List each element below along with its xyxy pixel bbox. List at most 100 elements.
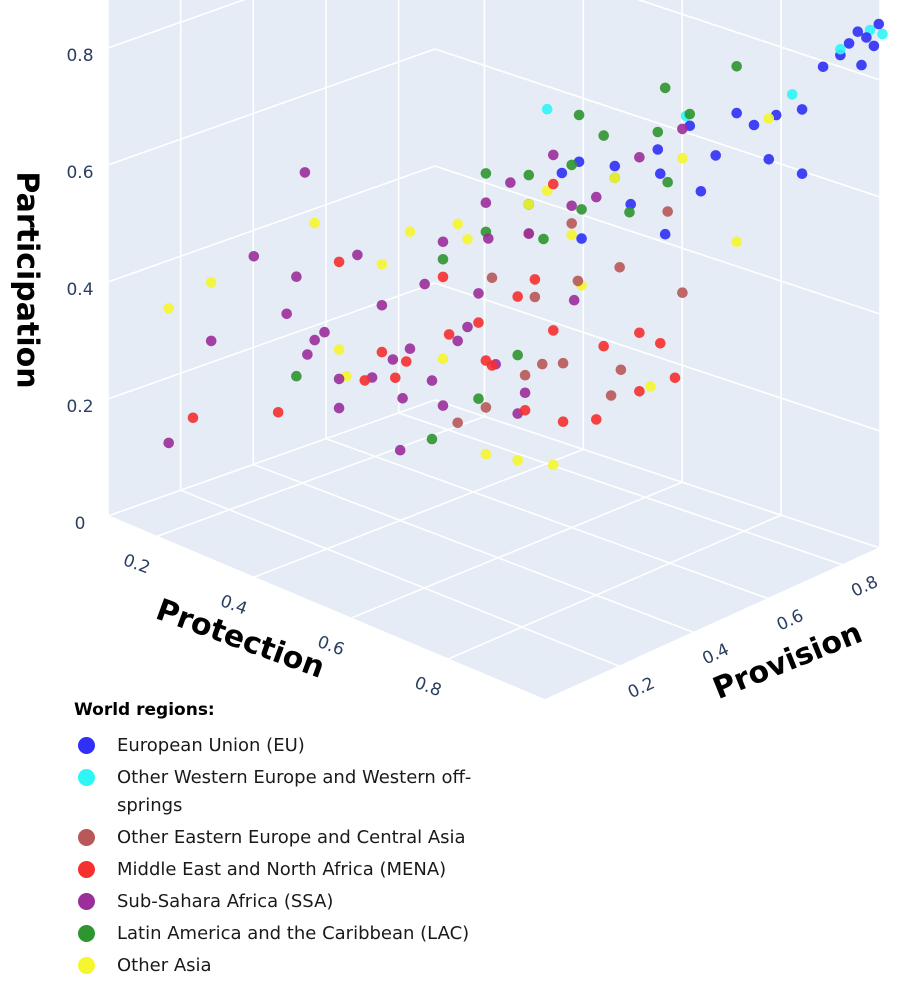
- legend: World regions: European Union (EU) Other …: [72, 700, 552, 984]
- point-series-4: [205, 335, 217, 347]
- point-series-3: [473, 317, 484, 328]
- point-series-4: [248, 250, 260, 262]
- point-series-0: [652, 144, 664, 155]
- tick-participation: 0.8: [66, 46, 93, 66]
- gridline-provision: [398, 412, 844, 566]
- point-series-5: [576, 204, 587, 215]
- point-series-3: [669, 372, 681, 384]
- point-series-0: [655, 168, 666, 179]
- point-series-6: [763, 113, 775, 124]
- gridline-protection: [447, 514, 782, 660]
- legend-item[interactable]: Other Eastern Europe and Central Asia: [72, 824, 552, 852]
- point-series-4: [163, 437, 174, 449]
- legend-title: World regions:: [74, 700, 215, 720]
- point-series-5: [566, 159, 577, 171]
- point-series-3: [548, 178, 559, 190]
- tick-provision: 0.4: [699, 640, 732, 670]
- point-series-5: [659, 82, 671, 94]
- point-series-4: [437, 400, 449, 411]
- gridline-protection: [544, 547, 881, 700]
- legend-label: Latin America and the Caribbean (LAC): [117, 923, 470, 944]
- point-series-6: [205, 277, 217, 288]
- legend-item[interactable]: Sub-Sahara Africa (SSA): [72, 888, 552, 916]
- axis-panes: [108, 0, 880, 700]
- point-series-6: [548, 459, 559, 471]
- point-series-0: [817, 61, 829, 73]
- point-series-4: [397, 393, 408, 404]
- tick-protection: 0.8: [412, 673, 444, 700]
- point-series-4: [333, 373, 345, 385]
- point-series-4: [352, 249, 363, 261]
- legend-item[interactable]: Other Western Europe and Western off-spr…: [72, 764, 552, 820]
- point-series-2: [572, 275, 584, 287]
- point-series-0: [710, 150, 721, 161]
- point-series-4: [281, 308, 293, 320]
- point-series-4: [677, 123, 688, 135]
- point-series-4: [566, 200, 577, 212]
- point-series-2: [615, 364, 627, 376]
- tick-participation: 0.2: [66, 397, 93, 417]
- point-series-4: [462, 321, 473, 333]
- point-series-2: [614, 262, 625, 273]
- point-series-0: [609, 160, 621, 172]
- point-series-4: [394, 444, 406, 456]
- point-series-3: [376, 346, 388, 358]
- point-series-0: [856, 59, 867, 71]
- point-series-3: [529, 274, 541, 285]
- axis-title-participation: Participation: [10, 171, 45, 388]
- point-series-5: [512, 349, 523, 361]
- point-series-3: [634, 327, 645, 339]
- point-series-3: [437, 271, 449, 283]
- point-series-4: [299, 167, 311, 178]
- legend-item[interactable]: Latin America and the Caribbean (LAC): [72, 920, 552, 948]
- point-series-4: [387, 354, 399, 365]
- legend-swatch: [78, 737, 95, 754]
- point-series-6: [376, 259, 388, 270]
- point-series-5: [523, 169, 535, 181]
- point-series-0: [873, 18, 885, 30]
- legend-label: Middle East and North Africa (MENA): [117, 859, 447, 880]
- point-series-6: [523, 199, 535, 210]
- legend-item[interactable]: Other Asia: [72, 952, 552, 980]
- point-series-5: [480, 168, 492, 179]
- point-series-4: [480, 197, 492, 208]
- point-series-5: [624, 207, 635, 218]
- point-series-3: [548, 325, 559, 336]
- tick-provision: 0.8: [848, 572, 881, 602]
- legend-item[interactable]: Middle East and North Africa (MENA): [72, 856, 552, 884]
- gridline-protection: [253, 448, 584, 579]
- gridline-participation: [434, 165, 881, 315]
- point-series-0: [763, 154, 775, 165]
- point-series-2: [566, 218, 577, 229]
- point-series-6: [309, 217, 321, 229]
- legend-swatch: [78, 957, 95, 974]
- point-series-5: [538, 233, 549, 245]
- tick-provision: 0.6: [774, 606, 807, 636]
- point-series-2: [519, 369, 531, 381]
- point-series-0: [695, 186, 707, 197]
- point-series-0: [843, 38, 855, 49]
- point-series-0: [796, 104, 808, 115]
- point-series-6: [480, 448, 492, 460]
- legend-item[interactable]: European Union (EU): [72, 732, 552, 760]
- point-series-1: [877, 28, 888, 40]
- point-series-3: [634, 386, 645, 397]
- legend-label: Other Eastern Europe and Central Asia: [117, 827, 466, 848]
- point-series-2: [605, 390, 617, 401]
- point-series-6: [677, 152, 688, 164]
- point-series-1: [835, 44, 846, 55]
- point-series-4: [473, 288, 484, 299]
- point-series-3: [591, 414, 602, 425]
- point-series-4: [319, 326, 330, 338]
- gridline-participation: [434, 282, 881, 432]
- point-series-6: [512, 455, 523, 466]
- legend-label: Other Western Europe and Western off-spr…: [117, 767, 472, 816]
- point-series-0: [625, 198, 636, 210]
- gridline-participation: [107, 0, 246, 49]
- point-series-3: [359, 375, 371, 386]
- floor-pane: [108, 400, 880, 700]
- point-series-3: [512, 291, 523, 302]
- point-series-6: [645, 381, 656, 392]
- point-series-5: [573, 109, 585, 121]
- point-series-5: [598, 130, 609, 141]
